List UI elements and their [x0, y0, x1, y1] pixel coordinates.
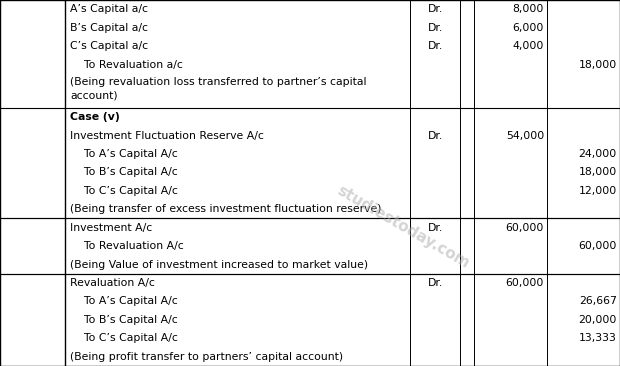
Text: 18,000: 18,000 [578, 60, 617, 70]
Text: 6,000: 6,000 [513, 23, 544, 33]
Text: C’s Capital a/c: C’s Capital a/c [70, 41, 148, 51]
Text: 60,000: 60,000 [578, 241, 617, 251]
Text: To Revaluation A/c: To Revaluation A/c [70, 241, 184, 251]
Text: account): account) [70, 91, 118, 101]
Text: 13,333: 13,333 [579, 333, 617, 343]
Text: studiestoday.com: studiestoday.com [334, 183, 472, 271]
Text: 18,000: 18,000 [578, 167, 617, 178]
Text: (Being revaluation loss transferred to partner’s capital: (Being revaluation loss transferred to p… [70, 77, 366, 87]
Text: Dr.: Dr. [427, 23, 443, 33]
Text: (Being profit transfer to partners’ capital account): (Being profit transfer to partners’ capi… [70, 352, 343, 362]
Text: To A’s Capital A/c: To A’s Capital A/c [70, 149, 178, 159]
Text: Dr.: Dr. [427, 131, 443, 141]
Text: To C’s Capital A/c: To C’s Capital A/c [70, 333, 178, 343]
Text: 54,000: 54,000 [506, 131, 544, 141]
Text: Dr.: Dr. [427, 4, 443, 14]
Text: Investment A/c: Investment A/c [70, 223, 153, 233]
Text: Dr.: Dr. [427, 223, 443, 233]
Text: Case (v): Case (v) [70, 112, 120, 122]
Text: 8,000: 8,000 [513, 4, 544, 14]
Text: 60,000: 60,000 [506, 223, 544, 233]
Text: Investment Fluctuation Reserve A/c: Investment Fluctuation Reserve A/c [70, 131, 264, 141]
Text: Dr.: Dr. [427, 278, 443, 288]
Text: 24,000: 24,000 [578, 149, 617, 159]
Text: 12,000: 12,000 [578, 186, 617, 196]
Text: To A’s Capital A/c: To A’s Capital A/c [70, 296, 178, 306]
Text: To C’s Capital A/c: To C’s Capital A/c [70, 186, 178, 196]
Text: Dr.: Dr. [427, 41, 443, 51]
Text: 4,000: 4,000 [513, 41, 544, 51]
Text: A’s Capital a/c: A’s Capital a/c [70, 4, 148, 14]
Text: 20,000: 20,000 [578, 315, 617, 325]
Text: B’s Capital a/c: B’s Capital a/c [70, 23, 148, 33]
Text: (Being transfer of excess investment fluctuation reserve): (Being transfer of excess investment flu… [70, 204, 381, 214]
Text: (Being Value of investment increased to market value): (Being Value of investment increased to … [70, 259, 368, 270]
Text: To Revaluation a/c: To Revaluation a/c [70, 60, 183, 70]
Text: 60,000: 60,000 [506, 278, 544, 288]
Text: 26,667: 26,667 [579, 296, 617, 306]
Text: Revaluation A/c: Revaluation A/c [70, 278, 155, 288]
Text: To B’s Capital A/c: To B’s Capital A/c [70, 167, 178, 178]
Text: To B’s Capital A/c: To B’s Capital A/c [70, 315, 178, 325]
